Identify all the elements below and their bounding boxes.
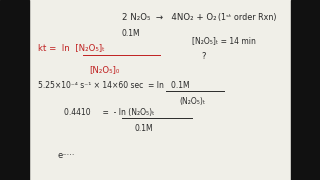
Text: [N₂O₅]₀: [N₂O₅]₀ [90, 65, 120, 74]
Text: (N₂O₅)ₜ: (N₂O₅)ₜ [179, 97, 205, 106]
Bar [291, 0, 320, 180]
Text: 0.1M: 0.1M [122, 29, 140, 38]
Text: 0.4410     =  - ln (N₂O₅)ₜ: 0.4410 = - ln (N₂O₅)ₜ [64, 108, 155, 117]
Text: 2 N₂O₅  →   4NO₂ + O₂: 2 N₂O₅ → 4NO₂ + O₂ [122, 13, 216, 22]
Text: [N₂O₅]ₜ = 14 min: [N₂O₅]ₜ = 14 min [192, 36, 256, 45]
Bar [0, 0, 29, 180]
Text: (1ˢᵗ order Rxn): (1ˢᵗ order Rxn) [218, 13, 276, 22]
Text: 5.25×10⁻⁴ s⁻¹ × 14×60 sec  = ln   0.1M: 5.25×10⁻⁴ s⁻¹ × 14×60 sec = ln 0.1M [38, 81, 190, 90]
Text: ?: ? [202, 52, 206, 61]
Text: kt =  ln  [N₂O₅]ₜ: kt = ln [N₂O₅]ₜ [38, 43, 105, 52]
Text: 0.1M: 0.1M [134, 124, 153, 133]
Text: e⁻···: e⁻··· [58, 151, 75, 160]
